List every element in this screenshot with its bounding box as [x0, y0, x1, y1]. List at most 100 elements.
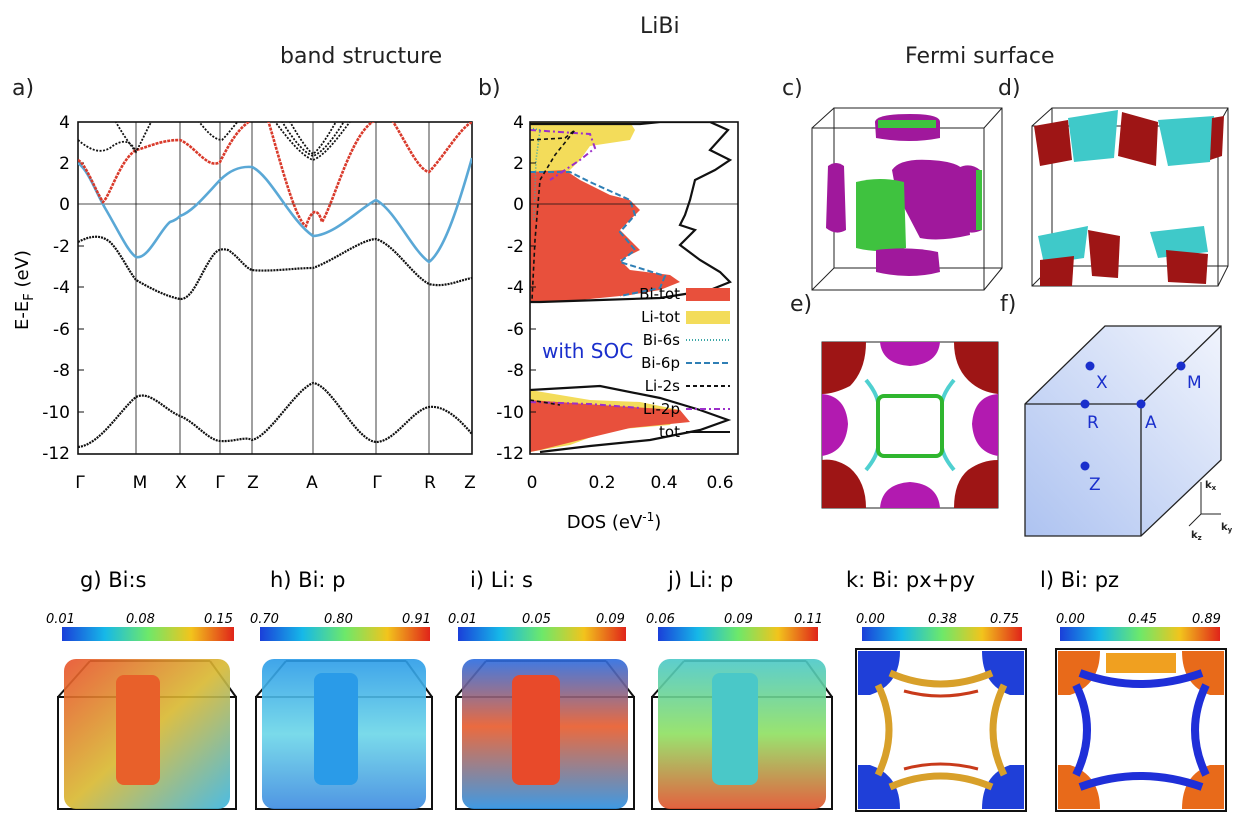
dos-bi-6p [530, 171, 667, 297]
bz-axis-labels: kx kz ky [1191, 480, 1233, 542]
ytick: 2 [513, 154, 524, 174]
cb-max: 0.89 [1192, 612, 1221, 627]
band-blue [78, 157, 472, 264]
corner-red-br [954, 460, 998, 508]
panel-i-colorbar-labels: 0.01 0.05 0.09 [448, 612, 625, 627]
panel-h-title: h) Bi: p [270, 568, 346, 592]
cb-min: 0.01 [46, 612, 75, 627]
cb-mid: 0.45 [1128, 612, 1157, 627]
panel-j-colorbar [658, 627, 818, 641]
bz-fill [1025, 326, 1221, 536]
legend-label-li-tot: Li-tot [641, 308, 680, 326]
band-upper-5 [289, 122, 337, 156]
panel-i-colorbar [458, 627, 626, 641]
xtick: 0.4 [650, 473, 677, 493]
panel-j-colorbar-labels: 0.06 0.09 0.11 [646, 612, 823, 627]
band-yticks: 4 2 0 -2 -4 -6 -8 -10 -12 [42, 113, 70, 464]
panel-label-f: f) [1000, 292, 1017, 317]
cb-mid: 0.09 [724, 612, 753, 627]
panel-l-colorbar-labels: 0.00 0.45 0.89 [1056, 612, 1221, 627]
sheet-red-tl [1034, 120, 1072, 166]
sheet-cyan-bl [1038, 226, 1088, 264]
dos-legend: Bi-tot Li-tot Bi-6s Bi-6p Li-2s Li-2p to… [639, 285, 730, 441]
band-lowest [78, 381, 472, 449]
ytick: -6 [53, 320, 70, 340]
pocket-bottom [876, 248, 940, 276]
figure-main-title: LiBi [640, 14, 680, 39]
xtick-x: X [175, 473, 187, 493]
panel-i: i) Li: s 0.01 0.05 0.09 [448, 568, 635, 810]
xtick-gamma: Γ [372, 473, 382, 493]
with-soc-annotation: with SOC [542, 339, 633, 363]
dos-xticks: 0 0.2 0.4 0.6 [527, 473, 734, 493]
svg-text:ky: ky [1221, 522, 1233, 534]
band-upper-1 [78, 122, 153, 155]
dos-bi-tot-upper [530, 170, 680, 302]
ytick: -6 [507, 320, 524, 340]
dos-bi-tot-lower [530, 400, 690, 452]
panel-label-a: a) [12, 76, 35, 101]
fermi-surface-title: Fermi surface [905, 44, 1055, 69]
panel-k-colorbar-labels: 0.00 0.38 0.75 [856, 612, 1019, 627]
panel-k-corner [982, 765, 1024, 809]
dos-li-2s [530, 129, 576, 406]
dos-yticks: 4 2 0 -2 -4 -6 -8 -10 -12 [496, 113, 524, 464]
svg-text:kz: kz [1191, 530, 1202, 542]
cb-max: 0.91 [402, 612, 431, 627]
panel-g-title: g) Bi:s [80, 568, 146, 592]
xtick-gamma: Γ [75, 473, 85, 493]
pocket-right-edge [976, 170, 982, 230]
ytick: -4 [53, 278, 70, 298]
bz-point-x [1085, 361, 1095, 371]
dos-plot: 4 2 0 -2 -4 -6 -8 -10 -12 0 0.2 0.4 0.6 … [496, 113, 739, 533]
xtick-m: M [133, 473, 148, 493]
panel-j: j) Li: p 0.06 0.09 0.11 [646, 568, 833, 810]
pocket-center-back [892, 159, 970, 240]
cb-min: 0.06 [646, 612, 675, 627]
panel-k-corner [982, 651, 1024, 695]
ytick: -8 [507, 361, 524, 381]
legend-label-tot: tot [659, 423, 680, 441]
brillouin-zone: X M R A Z kx kz ky [1024, 325, 1233, 542]
cb-mid: 0.05 [522, 612, 551, 627]
xtick-z: Z [464, 473, 476, 493]
legend-label-bi-6p: Bi-6p [641, 354, 680, 372]
bz-labels: X M R A Z [1087, 373, 1202, 495]
panel-i-pocket [512, 675, 560, 785]
xtick-z: Z [247, 473, 259, 493]
cb-max: 0.75 [990, 612, 1019, 627]
bz-label-z: Z [1089, 475, 1101, 495]
bz-label-m: M [1187, 373, 1202, 393]
pocket-green-center [876, 394, 944, 458]
legend-label-li-2p: Li-2p [643, 400, 680, 418]
panel-k-title: k: Bi: px+py [846, 568, 975, 592]
projection-panels: g) Bi:s 0.01 0.08 0.15 h) Bi: p 0.70 0.8… [46, 568, 1227, 812]
band-plot-frame [77, 121, 473, 455]
panel-label-e: e) [790, 292, 813, 317]
fermi-surface-c [811, 107, 1003, 291]
bz-point-m [1176, 361, 1186, 371]
panel-g-pocket [116, 675, 160, 785]
dos-xlabel: DOS (eV-1) [567, 510, 662, 533]
panel-g-colorbar-labels: 0.01 0.08 0.15 [46, 612, 233, 627]
panel-k-corner [858, 765, 900, 809]
dos-ytick-marks [530, 162, 536, 413]
pocket-top-edge [878, 120, 936, 128]
panel-h-colorbar-labels: 0.70 0.80 0.91 [250, 612, 431, 627]
bz-label-r: R [1087, 413, 1099, 433]
xtick-r: R [424, 473, 436, 493]
pocket-magenta-left [822, 394, 848, 456]
legend-swatch-bi-tot [686, 288, 730, 301]
dos-li-tot-upper [530, 122, 635, 300]
corner-red-bl [822, 459, 866, 508]
ytick: -8 [53, 361, 70, 381]
band-ytick-marks [78, 162, 84, 413]
ytick: -10 [496, 403, 524, 423]
cb-mid: 0.80 [324, 612, 353, 627]
sheet-red-tr [1210, 116, 1224, 160]
panel-k-sheets [874, 669, 1008, 791]
cb-max: 0.11 [794, 612, 823, 627]
sheet-red-bl [1040, 256, 1074, 286]
panel-j-pocket [712, 673, 758, 785]
ytick: -2 [507, 237, 524, 257]
